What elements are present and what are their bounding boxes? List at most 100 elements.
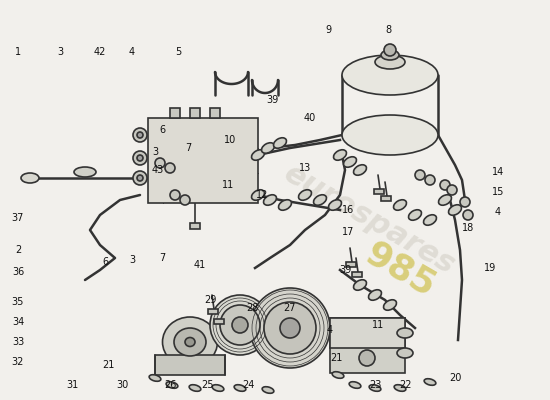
Text: 13: 13 xyxy=(299,163,311,173)
Circle shape xyxy=(463,210,473,220)
Text: 42: 42 xyxy=(94,47,106,57)
Text: 23: 23 xyxy=(369,380,381,390)
Text: 26: 26 xyxy=(164,380,176,390)
Circle shape xyxy=(210,295,270,355)
Text: 3: 3 xyxy=(152,147,158,157)
Bar xyxy=(330,318,405,373)
Ellipse shape xyxy=(344,157,356,167)
Ellipse shape xyxy=(166,382,178,388)
Ellipse shape xyxy=(342,55,438,95)
Ellipse shape xyxy=(174,328,206,356)
Ellipse shape xyxy=(354,165,366,175)
Circle shape xyxy=(359,350,375,366)
Bar xyxy=(210,108,220,118)
Text: 18: 18 xyxy=(462,223,474,233)
Text: 21: 21 xyxy=(330,353,342,363)
Ellipse shape xyxy=(251,150,265,160)
Ellipse shape xyxy=(189,385,201,391)
Ellipse shape xyxy=(383,300,397,310)
Text: 29: 29 xyxy=(204,295,216,305)
Text: 8: 8 xyxy=(385,25,391,35)
Ellipse shape xyxy=(328,200,342,210)
Text: 15: 15 xyxy=(492,187,504,197)
Circle shape xyxy=(180,195,190,205)
Ellipse shape xyxy=(368,290,382,300)
Text: 21: 21 xyxy=(102,360,114,370)
Text: 27: 27 xyxy=(284,303,296,313)
Bar xyxy=(374,189,384,194)
Ellipse shape xyxy=(438,195,452,205)
Ellipse shape xyxy=(74,167,96,177)
Ellipse shape xyxy=(251,190,265,200)
Ellipse shape xyxy=(354,280,366,290)
Text: 39: 39 xyxy=(266,95,278,105)
Ellipse shape xyxy=(212,385,224,391)
Text: 11: 11 xyxy=(372,320,384,330)
Ellipse shape xyxy=(369,385,381,391)
Text: 7: 7 xyxy=(159,253,165,263)
Text: 33: 33 xyxy=(12,337,24,347)
Text: 25: 25 xyxy=(202,380,214,390)
Text: 17: 17 xyxy=(342,227,354,237)
Circle shape xyxy=(155,158,165,168)
Ellipse shape xyxy=(397,348,413,358)
Circle shape xyxy=(170,190,180,200)
Bar xyxy=(352,272,362,277)
Ellipse shape xyxy=(21,173,39,183)
Circle shape xyxy=(425,175,435,185)
Ellipse shape xyxy=(394,385,406,391)
Text: 3: 3 xyxy=(129,255,135,265)
Ellipse shape xyxy=(394,200,406,210)
Ellipse shape xyxy=(409,210,421,220)
Text: 12: 12 xyxy=(256,190,268,200)
Ellipse shape xyxy=(333,150,346,160)
Bar xyxy=(190,108,200,118)
Text: 41: 41 xyxy=(194,260,206,270)
Text: 4: 4 xyxy=(327,325,333,335)
Text: 16: 16 xyxy=(342,205,354,215)
Text: 36: 36 xyxy=(12,267,24,277)
Bar xyxy=(330,318,405,348)
Ellipse shape xyxy=(449,205,461,215)
Text: 1: 1 xyxy=(15,47,21,57)
Circle shape xyxy=(280,318,300,338)
Text: 32: 32 xyxy=(12,357,24,367)
Text: 24: 24 xyxy=(242,380,254,390)
Text: 10: 10 xyxy=(224,135,236,145)
Circle shape xyxy=(137,155,143,161)
Bar xyxy=(148,118,258,203)
Text: 3: 3 xyxy=(57,47,63,57)
Circle shape xyxy=(137,175,143,181)
Text: 37: 37 xyxy=(12,213,24,223)
Ellipse shape xyxy=(262,387,274,393)
Text: 40: 40 xyxy=(304,113,316,123)
Text: 2: 2 xyxy=(15,245,21,255)
Text: 19: 19 xyxy=(484,263,496,273)
Circle shape xyxy=(264,302,316,354)
Circle shape xyxy=(232,317,248,333)
Ellipse shape xyxy=(273,138,287,148)
Circle shape xyxy=(133,151,147,165)
Ellipse shape xyxy=(299,190,311,200)
Circle shape xyxy=(460,197,470,207)
Ellipse shape xyxy=(332,372,344,378)
Ellipse shape xyxy=(162,317,217,367)
Text: 22: 22 xyxy=(399,380,411,390)
Circle shape xyxy=(220,305,260,345)
Ellipse shape xyxy=(397,328,413,338)
Text: 20: 20 xyxy=(449,373,461,383)
Text: 4: 4 xyxy=(495,207,501,217)
Text: 28: 28 xyxy=(246,303,258,313)
Circle shape xyxy=(133,128,147,142)
Text: 11: 11 xyxy=(222,180,234,190)
Circle shape xyxy=(415,170,425,180)
Circle shape xyxy=(440,180,450,190)
Text: 31: 31 xyxy=(66,380,78,390)
Ellipse shape xyxy=(263,195,277,205)
Text: 43: 43 xyxy=(152,165,164,175)
Ellipse shape xyxy=(149,375,161,381)
Ellipse shape xyxy=(185,338,195,346)
Circle shape xyxy=(137,132,143,138)
Text: 9: 9 xyxy=(325,25,331,35)
Ellipse shape xyxy=(349,382,361,388)
